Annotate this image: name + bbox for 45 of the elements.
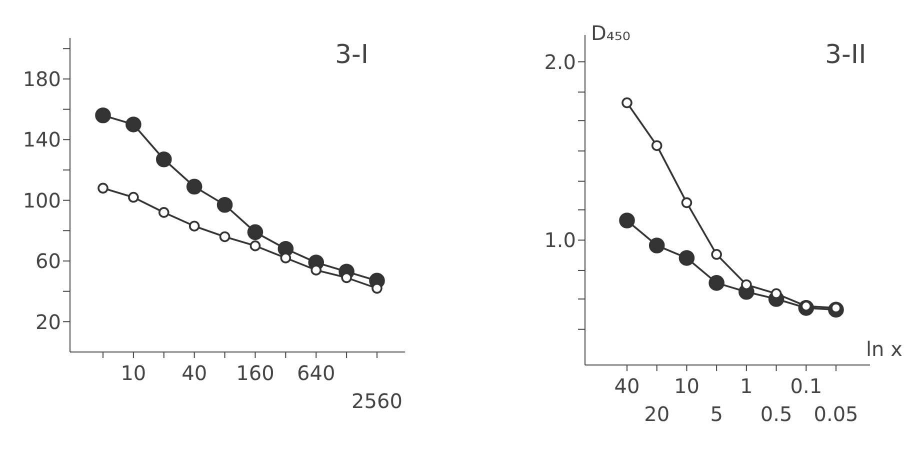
x-tick-label: 5 [710,402,723,426]
point [247,224,264,240]
y-tick-label: 140 [22,128,61,152]
x-tick-label: 1 [740,374,753,398]
point [280,252,292,264]
x-tick-label: 40 [182,361,208,385]
point [219,231,230,242]
x-tick-label: 10 [120,361,146,385]
point [708,275,724,291]
y-tick-label: 180 [22,67,61,92]
x-tick-label: 0.1 [790,374,822,398]
x-tick-label: 160 [236,361,274,385]
point [250,240,261,252]
x-tick-label: 20 [644,402,670,426]
point [711,249,722,260]
point [188,220,200,232]
point [158,207,170,218]
point [95,107,111,124]
x-axis-title: ln x [866,337,902,361]
point [678,250,695,266]
x-tick-label: 0.5 [760,402,792,426]
chart-title: 3-II [825,40,866,70]
point [128,192,139,203]
y-tick-label: 100 [22,188,61,212]
x-tick-label: 0.05 [814,402,858,426]
point [126,116,142,132]
x-tick-label: 10 [674,374,700,398]
y-tick-label: 2.0 [544,50,576,74]
point [156,151,172,168]
point [186,178,202,195]
y-tick-label: 1.0 [544,228,576,252]
y-tick-label: 20 [36,310,61,334]
x-tick-label: 2560 [352,389,402,413]
point [651,140,662,151]
point [622,97,632,108]
y-tick-label: 60 [36,249,61,274]
point [216,196,233,213]
point [98,182,108,194]
x-tick-label: 40 [614,374,640,398]
y-axis-title: D₄₅₀ [591,21,630,45]
chart-title: 3-I [335,40,369,70]
point [648,238,665,254]
point [619,212,635,228]
x-tick-label: 640 [297,361,336,385]
point [681,197,692,208]
